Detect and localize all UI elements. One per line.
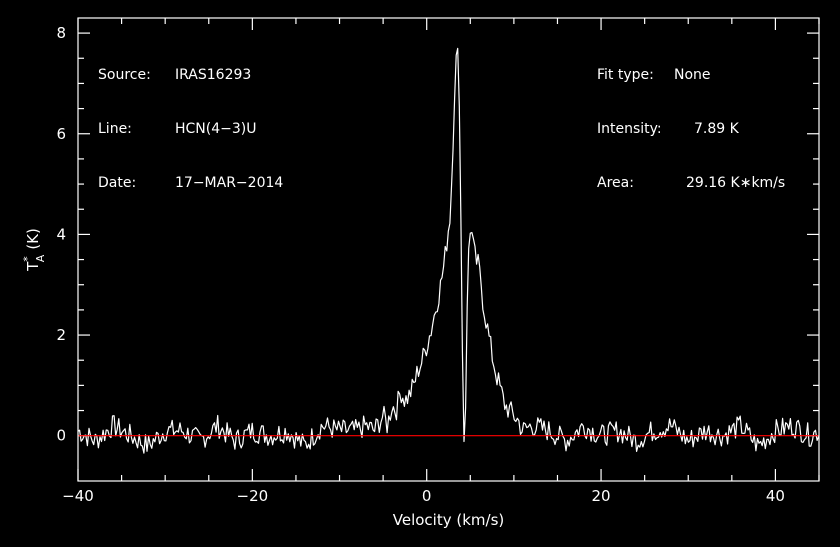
info-row-line: Line: HCN(4−3)U: [98, 121, 283, 143]
x-tick-label: 40: [766, 487, 785, 505]
x-tick-label: −40: [62, 487, 94, 505]
y-tick-label: 0: [56, 427, 66, 445]
y-tick-label: 6: [56, 125, 66, 143]
y-tick-label: 2: [56, 326, 66, 344]
info-label: Date:: [98, 175, 137, 191]
x-tick-label: 0: [422, 487, 432, 505]
info-label: Fit type:: [597, 67, 654, 83]
info-left: Source: IRAS16293 Line: HCN(4−3)U Date: 17−…: [98, 35, 283, 213]
plot-frame: [77, 17, 820, 482]
info-value: HCN(4−3)U: [175, 121, 257, 137]
info-value: 29.16 K∗km/s: [686, 175, 786, 191]
x-axis-label: Velocity (km/s): [393, 511, 504, 529]
y-axis-label-unit: (K): [24, 228, 42, 250]
y-tick-label: 4: [56, 225, 66, 243]
info-value: None: [674, 67, 711, 83]
info-label: Source:: [98, 67, 151, 83]
info-right: Fit type: None Intensity: 7.89 K Area: 29.1…: [597, 35, 785, 213]
y-axis-label-main: T: [24, 261, 42, 272]
info-row-intensity: Intensity: 7.89 K: [597, 121, 785, 143]
info-value: 17−MAR−2014: [175, 175, 284, 191]
info-value: 7.89 K: [694, 121, 739, 137]
y-axis-label-sup: *: [21, 256, 34, 262]
info-row-source: Source: IRAS16293: [98, 67, 283, 89]
info-label: Area:: [597, 175, 634, 191]
x-tick-label: −20: [237, 487, 269, 505]
info-label: Intensity:: [597, 121, 662, 137]
info-row-date: Date: 17−MAR−2014: [98, 175, 283, 197]
info-row-area: Area: 29.16 K∗km/s: [597, 175, 785, 197]
y-axis-label: T*A (K): [21, 228, 47, 272]
y-tick-label: 8: [56, 24, 66, 42]
info-value: IRAS16293: [175, 67, 252, 83]
info-label: Line:: [98, 121, 132, 137]
x-tick-label: 20: [592, 487, 611, 505]
info-row-fit-type: Fit type: None: [597, 67, 785, 89]
y-axis-label-sub: A: [34, 254, 47, 262]
